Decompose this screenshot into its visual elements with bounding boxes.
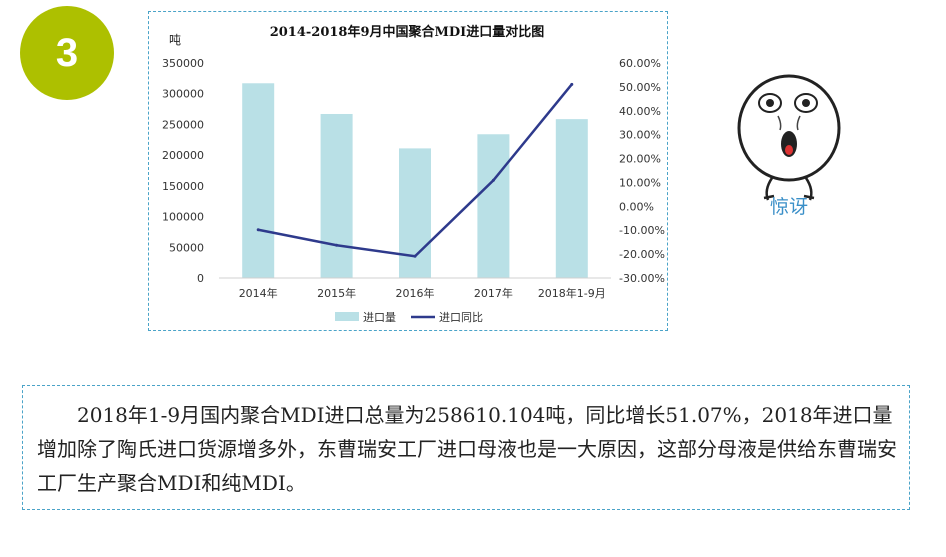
y-right-tick-label: 50.00%: [619, 81, 661, 94]
line-point-yoy-change: [256, 228, 260, 232]
bar-import-volume: [320, 113, 353, 278]
x-tick-label: 2017年: [474, 286, 513, 300]
y-left-tick-label: 200000: [162, 149, 204, 162]
y-right-tick-label: 60.00%: [619, 57, 661, 70]
line-point-yoy-change: [491, 178, 495, 182]
chart-panel: 2014-2018年9月中国聚合MDI进口量对比图 吨 0 50000 100000…: [148, 11, 668, 331]
x-tick-label: 2018年1-9月: [538, 286, 606, 300]
y-left-unit-label: 吨: [169, 33, 181, 47]
summary-paragraph: 2018年1-9月国内聚合MDI进口总量为258610.104吨，同比增长51.…: [37, 403, 897, 495]
combo-chart: 2014-2018年9月中国聚合MDI进口量对比图 吨 0 50000 100000…: [162, 24, 665, 324]
legend-label-bar: 进口量: [363, 311, 396, 324]
y-left-tick-label: 250000: [162, 118, 204, 131]
section-number: 3: [55, 30, 79, 75]
line-point-yoy-change: [570, 82, 574, 86]
line-point-yoy-change: [413, 254, 417, 258]
y-right-tick-label: -20.00%: [619, 248, 665, 261]
y-right-tick-label: 40.00%: [619, 105, 661, 118]
bar-import-volume: [242, 83, 275, 279]
section-number-badge: 3: [20, 6, 114, 100]
line-point-yoy-change: [335, 243, 339, 247]
surprised-face-icon: [737, 74, 841, 201]
x-tick-label: 2016年: [396, 286, 435, 300]
sticker-caption: 惊讶: [769, 196, 808, 218]
y-left-tick-label: 100000: [162, 211, 204, 224]
y-right-tick-label: -10.00%: [619, 224, 665, 237]
y-left-tick-label: 50000: [169, 241, 204, 254]
y-left-tick-label: 150000: [162, 180, 204, 193]
y-left-tick-label: 0: [197, 272, 204, 285]
x-tick-label: 2015年: [317, 286, 356, 300]
y-left-tick-label: 350000: [162, 57, 204, 70]
y-left-tick-label: 300000: [162, 88, 204, 101]
y-right-tick-label: 20.00%: [619, 153, 661, 166]
bar-import-volume: [555, 119, 588, 278]
legend-label-line: 进口同比: [439, 311, 483, 324]
y-right-tick-label: 30.00%: [619, 129, 661, 142]
x-tick-label: 2014年: [239, 286, 278, 300]
legend-swatch-bar: [335, 312, 359, 321]
y-right-tick-label: 0.00%: [619, 200, 654, 213]
chart-title: 2014-2018年9月中国聚合MDI进口量对比图: [270, 24, 545, 40]
summary-text-box: 2018年1-9月国内聚合MDI进口总量为258610.104吨，同比增长51.…: [22, 385, 910, 510]
y-right-tick-label: -30.00%: [619, 272, 665, 285]
bar-import-volume: [477, 134, 510, 278]
bar-import-volume: [399, 148, 431, 278]
y-right-tick-label: 10.00%: [619, 176, 661, 189]
